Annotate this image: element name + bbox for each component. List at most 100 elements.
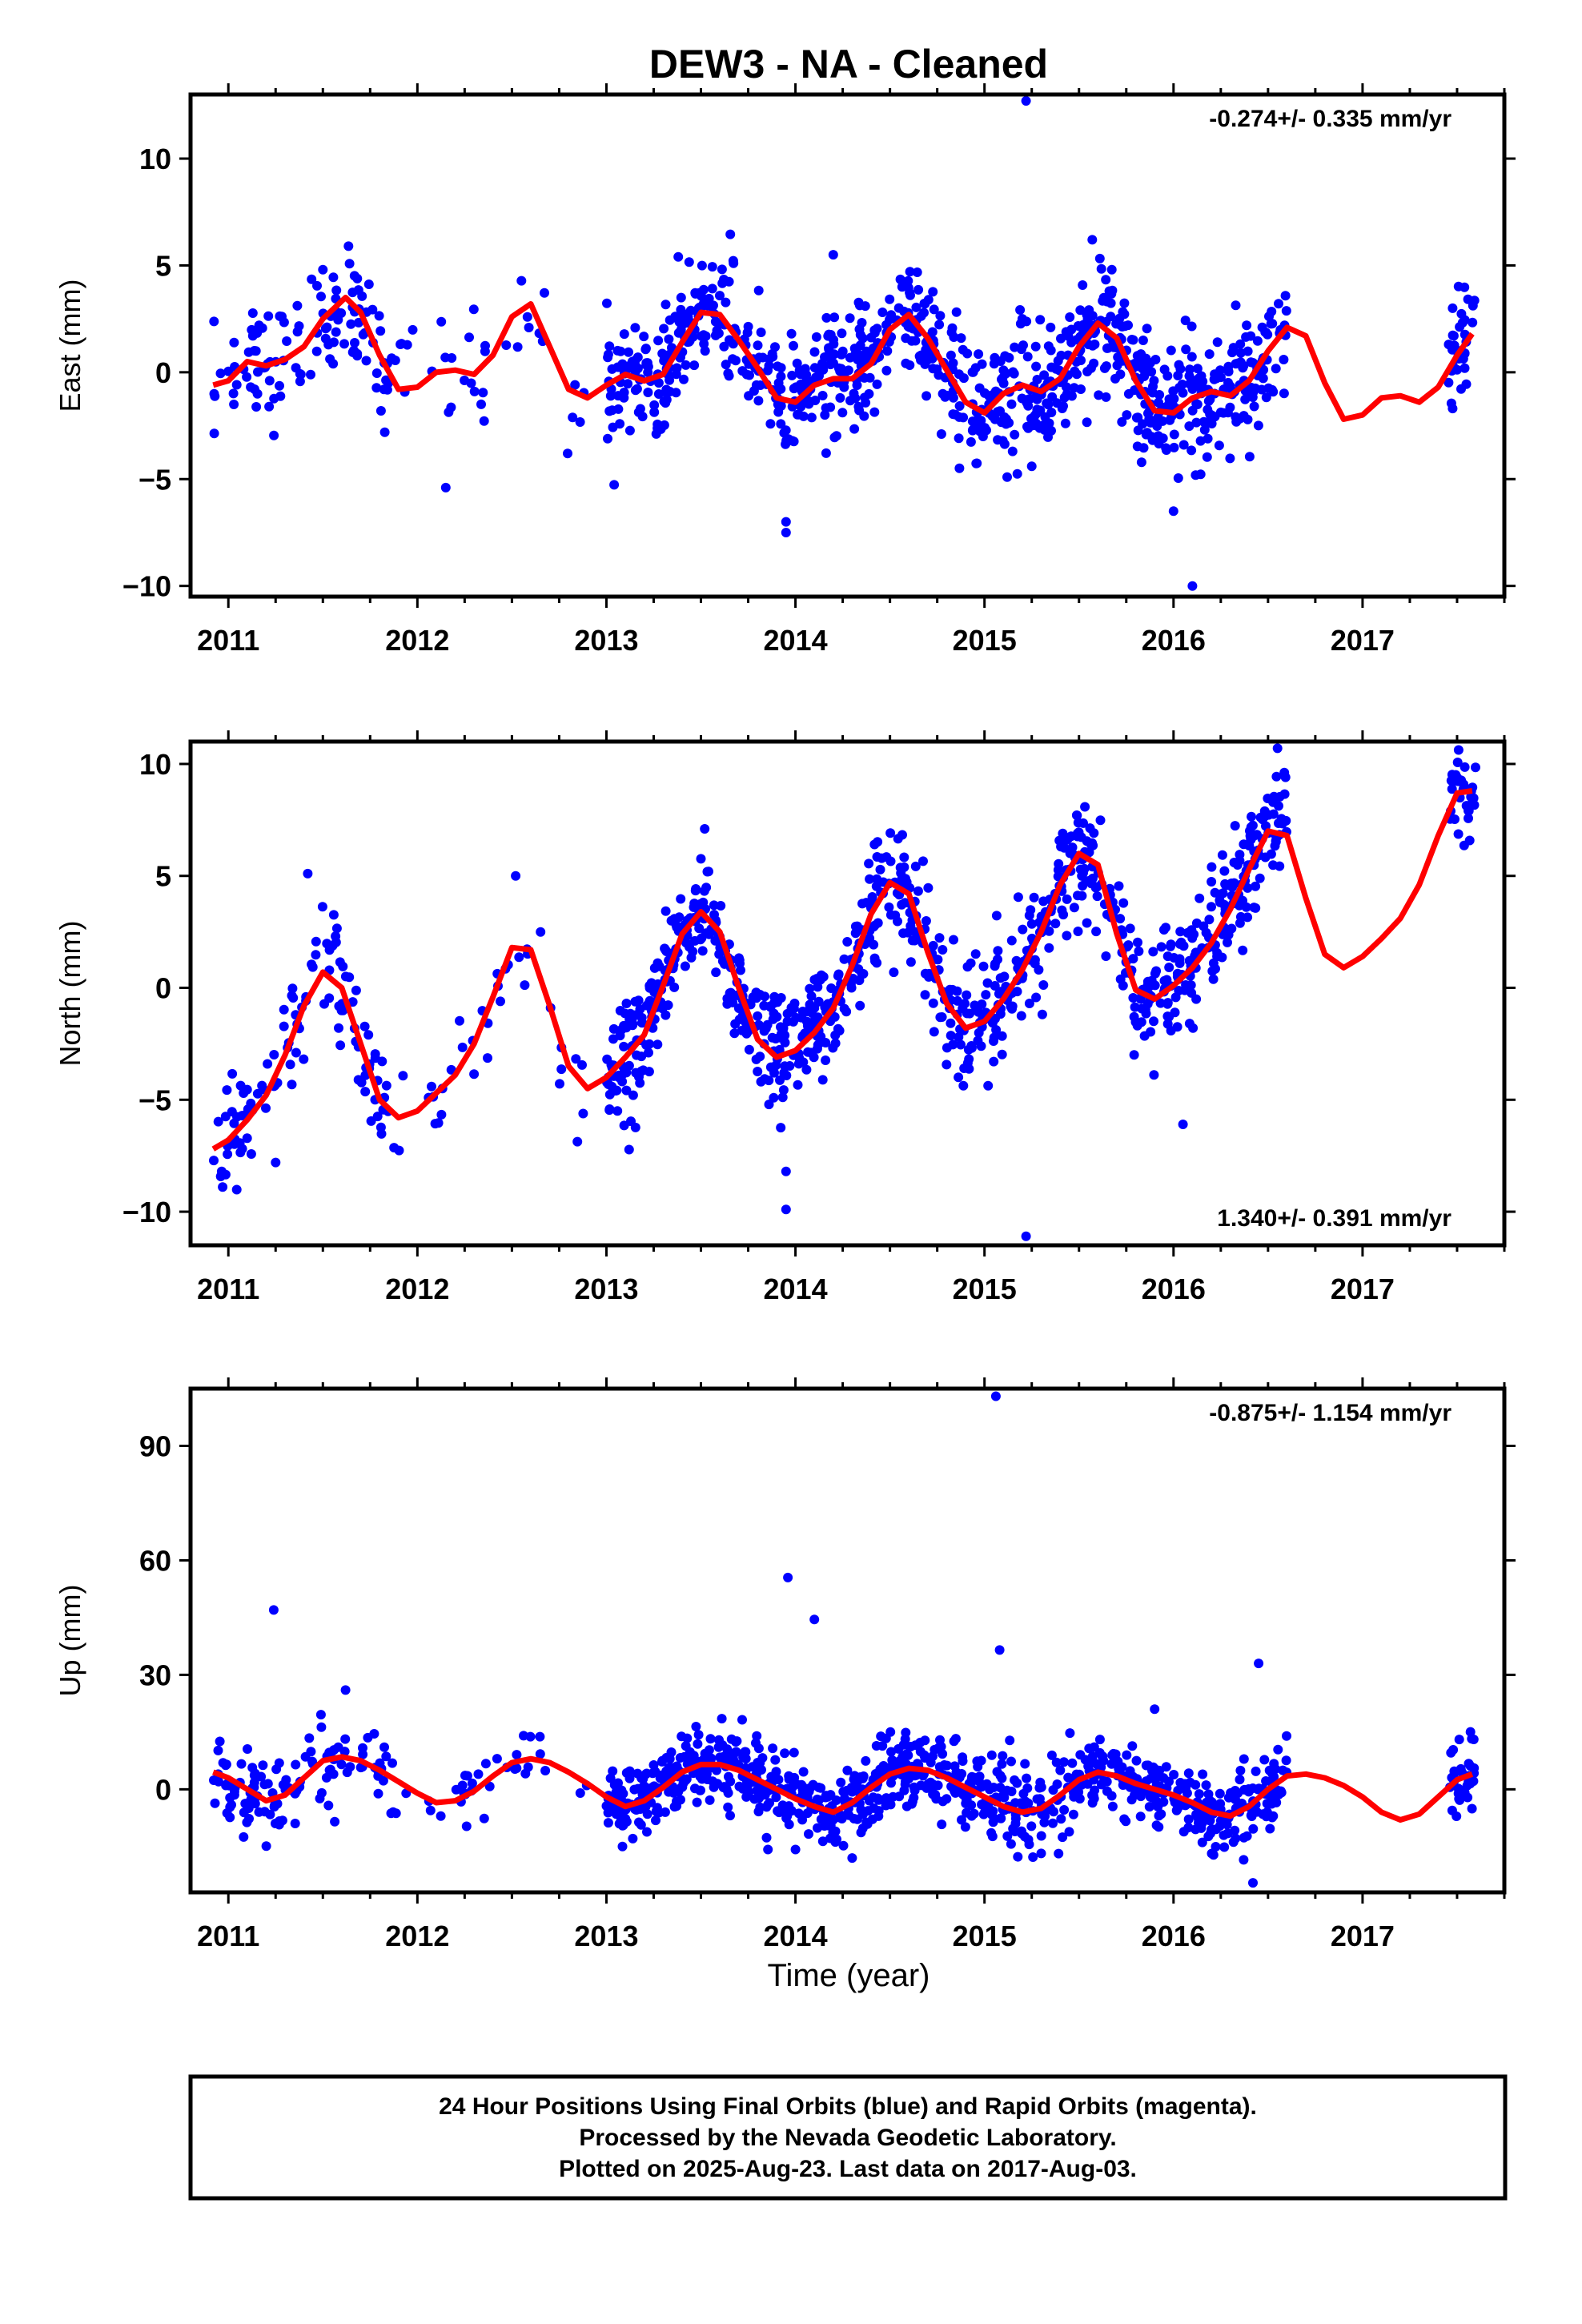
data-point: [1219, 408, 1229, 418]
data-point: [776, 1123, 786, 1133]
data-point: [809, 975, 820, 985]
data-point: [693, 1739, 703, 1749]
data-point: [1235, 911, 1246, 922]
data-point: [630, 356, 640, 365]
data-point: [689, 899, 700, 909]
data-point: [1217, 850, 1227, 860]
data-point: [620, 1066, 631, 1076]
data-point: [352, 351, 363, 361]
data-point: [346, 319, 356, 329]
x-tick-label: 2012: [385, 624, 449, 657]
data-point: [885, 315, 895, 324]
data-point: [798, 1767, 809, 1777]
data-point: [632, 1768, 643, 1779]
data-point: [772, 1011, 782, 1022]
data-point: [264, 376, 275, 386]
data-point: [1016, 1011, 1026, 1021]
data-point: [769, 1092, 779, 1103]
data-point: [1203, 1831, 1214, 1842]
data-point: [1039, 424, 1050, 435]
data-point: [1156, 942, 1166, 952]
data-point: [833, 971, 843, 981]
data-point: [854, 405, 865, 416]
data-point: [371, 368, 382, 378]
data-point: [786, 328, 797, 339]
data-point: [989, 1056, 999, 1067]
data-point: [1030, 341, 1041, 352]
data-point: [722, 999, 733, 1009]
data-point: [927, 327, 938, 337]
data-point: [900, 1734, 910, 1744]
data-point: [964, 1063, 974, 1074]
data-point: [1280, 291, 1291, 301]
data-point: [1220, 879, 1231, 889]
x-tick-label: 2015: [953, 624, 1017, 657]
data-point: [633, 1009, 643, 1019]
data-point: [246, 1098, 256, 1108]
data-point: [514, 952, 524, 963]
data-point: [311, 936, 321, 947]
data-point: [768, 1743, 778, 1754]
data-point: [1039, 370, 1050, 380]
data-point: [1144, 1802, 1154, 1812]
data-point: [859, 372, 869, 383]
data-point: [1191, 417, 1202, 428]
data-point: [841, 1785, 852, 1795]
data-point: [361, 356, 371, 366]
data-point: [1211, 373, 1222, 384]
data-point: [789, 1772, 800, 1783]
data-point: [1123, 388, 1134, 399]
data-point: [351, 985, 361, 995]
data-point: [1462, 1780, 1472, 1791]
data-point: [1240, 394, 1251, 404]
data-point: [480, 340, 490, 351]
data-point: [578, 1108, 588, 1119]
data-point: [1069, 1788, 1079, 1799]
data-point: [1249, 401, 1259, 412]
data-point: [865, 874, 875, 884]
data-point: [905, 267, 915, 277]
data-point: [483, 1053, 492, 1063]
data-point: [632, 1783, 643, 1794]
data-point: [1274, 299, 1283, 309]
data-point: [809, 347, 820, 357]
footer-box: [188, 2074, 1508, 2201]
data-point: [1057, 905, 1067, 915]
data-point: [1006, 1839, 1016, 1849]
data-point: [864, 858, 874, 869]
data-point: [954, 412, 965, 422]
data-point: [689, 360, 700, 371]
data-point: [285, 1059, 295, 1070]
y-tick-label: 90: [139, 1429, 171, 1462]
data-point: [771, 1792, 781, 1803]
data-point: [951, 307, 962, 317]
x-tick-label: 2011: [197, 624, 259, 657]
outlier-point: [1187, 581, 1198, 591]
data-point: [692, 1797, 702, 1807]
data-point: [876, 1767, 886, 1777]
data-point: [1449, 1766, 1460, 1776]
data-point: [763, 1799, 773, 1810]
data-point: [345, 1762, 355, 1772]
data-point: [997, 1049, 1007, 1059]
data-point: [1247, 1811, 1257, 1821]
data-point: [1058, 401, 1068, 412]
data-point: [328, 359, 339, 369]
data-point: [1114, 881, 1124, 891]
data-point: [1197, 1837, 1207, 1848]
data-point: [721, 360, 731, 370]
data-point: [1162, 999, 1173, 1009]
data-point: [1133, 937, 1142, 947]
data-point: [819, 1821, 829, 1831]
data-point: [644, 1039, 655, 1049]
data-point: [523, 1762, 533, 1772]
data-point: [849, 388, 859, 399]
data-point: [780, 1037, 790, 1047]
data-point: [457, 1042, 468, 1052]
footer-line-2: Processed by the Nevada Geodetic Laborat…: [579, 2125, 1116, 2151]
data-point: [461, 1821, 472, 1831]
data-point: [729, 1028, 740, 1039]
data-point: [271, 1819, 280, 1828]
data-point: [761, 1832, 772, 1843]
